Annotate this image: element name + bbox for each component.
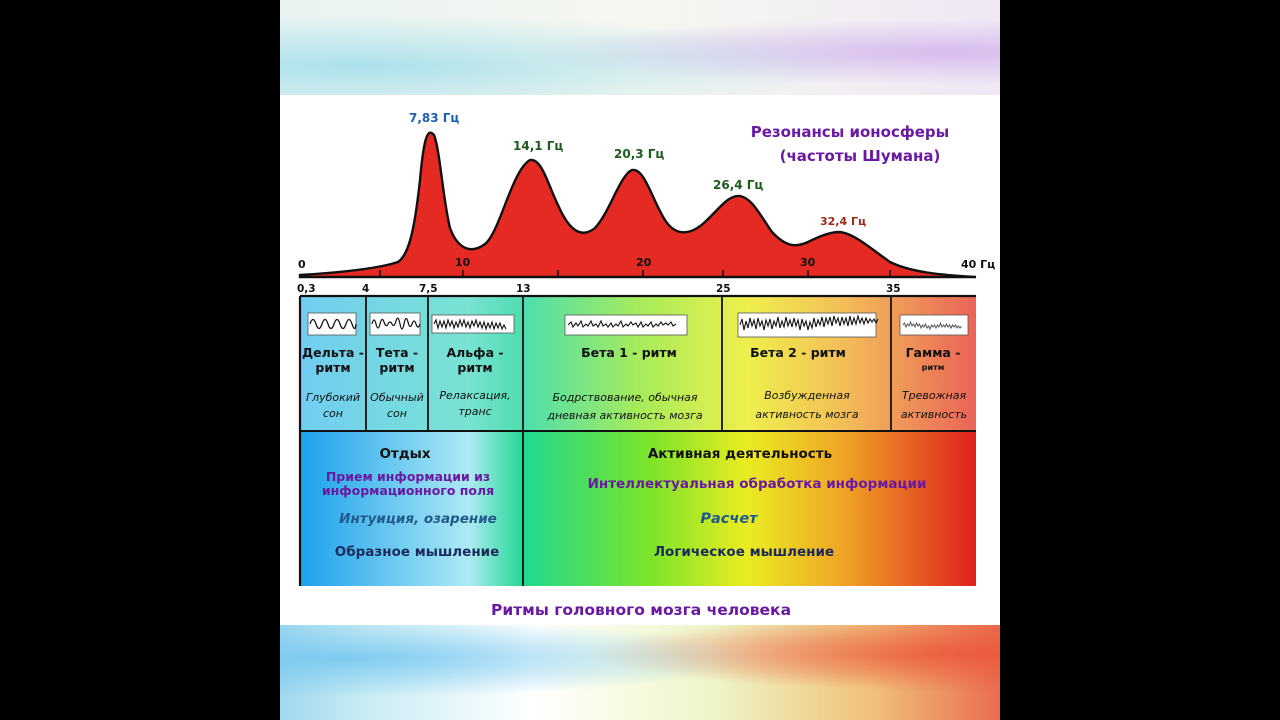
active-thinking: Логическое мышление bbox=[654, 544, 834, 560]
peak-label-14-1: 14,1 Гц bbox=[513, 139, 563, 153]
delta-state-line1: Глубокий bbox=[306, 391, 360, 404]
theta-name-line2: ритм bbox=[379, 360, 414, 375]
brain-rhythm-diagram: 0 10 20 30 40 Гц 7,83 Гц 14,1 Гц 20,3 Гц… bbox=[280, 95, 1000, 625]
schumann-title-line1: Резонансы ионосферы bbox=[751, 123, 949, 141]
gamma-state-line2: активность bbox=[901, 408, 967, 421]
rest-section: Отдых Прием информации из информационног… bbox=[322, 446, 499, 560]
alpha-wave-icon bbox=[433, 318, 507, 331]
beta1-name: Бета 1 - ритм bbox=[581, 345, 677, 360]
alpha-name-line2: ритм bbox=[457, 360, 492, 375]
top-tick-10: 10 bbox=[455, 256, 471, 269]
blurred-background-bottom bbox=[280, 625, 1000, 720]
delta-name-line2: ритм bbox=[315, 360, 350, 375]
rhythm-states: Глубокий сон Обычный сон Релаксация, тра… bbox=[306, 389, 967, 422]
rest-thinking: Образное мышление bbox=[335, 544, 500, 560]
peak-label-20-3: 20,3 Гц bbox=[614, 147, 664, 161]
delta-wave-box bbox=[307, 312, 357, 336]
blurred-background-top bbox=[280, 0, 1000, 95]
active-processing: Интеллектуальная обработка информации bbox=[588, 476, 927, 492]
beta1-state-line2: дневная активность мозга bbox=[546, 409, 703, 422]
delta-wave-icon bbox=[309, 318, 357, 330]
top-tick-20: 20 bbox=[636, 256, 652, 269]
delta-state-line2: сон bbox=[323, 407, 343, 420]
peak-label-26-4: 26,4 Гц bbox=[713, 178, 763, 192]
rest-info-line2: информационного поля bbox=[322, 483, 494, 498]
delta-name-line1: Дельта - bbox=[302, 345, 364, 360]
gamma-state-line1: Тревожная bbox=[902, 389, 967, 402]
rest-info-line1: Прием информации из bbox=[326, 469, 490, 484]
rest-intuition: Интуиция, озарение bbox=[339, 511, 497, 527]
gamma-name-line2: ритм bbox=[922, 363, 945, 372]
beta1-wave-icon bbox=[567, 319, 677, 329]
beta1-wave-box bbox=[564, 314, 688, 336]
rhythm-names: Дельта - ритм Тета - ритм Альфа - ритм Б… bbox=[302, 345, 960, 375]
theta-wave-icon bbox=[371, 317, 421, 330]
beta2-wave-icon bbox=[739, 313, 879, 331]
image-stage: 0 10 20 30 40 Гц 7,83 Гц 14,1 Гц 20,3 Гц… bbox=[280, 0, 1000, 720]
beta2-name: Бета 2 - ритм bbox=[750, 345, 846, 360]
alpha-name-line1: Альфа - bbox=[446, 345, 503, 360]
active-section: Активная деятельность Интеллектуальная о… bbox=[588, 446, 927, 560]
theta-name-line1: Тета - bbox=[376, 345, 418, 360]
wave-samples bbox=[307, 312, 969, 338]
alpha-state-line1: Релаксация, bbox=[439, 389, 510, 402]
alpha-state-line2: транс bbox=[458, 405, 491, 418]
diagram-footer-title: Ритмы головного мозга человека bbox=[491, 601, 791, 619]
bottom-tick-0-3: 0,3 bbox=[297, 283, 316, 295]
rhythm-column-dividers bbox=[365, 296, 892, 586]
bottom-tick-7-5: 7,5 bbox=[419, 283, 438, 295]
peak-label-7-83: 7,83 Гц bbox=[409, 111, 459, 125]
bottom-tick-35: 35 bbox=[886, 283, 901, 295]
gamma-wave-icon bbox=[902, 320, 962, 331]
active-heading: Активная деятельность bbox=[648, 446, 832, 462]
schumann-title-line2: (частоты Шумана) bbox=[780, 147, 941, 165]
peak-label-32-4: 32,4 Гц bbox=[820, 215, 866, 228]
beta2-state-line1: Возбужденная bbox=[764, 389, 850, 402]
beta1-state-line1: Бодрствование, обычная bbox=[552, 391, 697, 404]
schumann-spectrum-curve bbox=[298, 131, 977, 279]
theta-state-line1: Обычный bbox=[370, 391, 424, 404]
active-calc: Расчет bbox=[700, 511, 759, 527]
bottom-tick-25: 25 bbox=[716, 283, 731, 295]
top-tick-30: 30 bbox=[800, 256, 816, 269]
top-tick-0: 0 bbox=[298, 258, 306, 271]
beta2-state-line2: активность мозга bbox=[755, 408, 858, 421]
gamma-name-line1: Гамма - bbox=[906, 345, 961, 360]
top-axis-tick-marks bbox=[379, 270, 891, 277]
rest-heading: Отдых bbox=[379, 446, 430, 462]
bottom-tick-4: 4 bbox=[362, 283, 369, 295]
theta-state-line2: сон bbox=[387, 407, 407, 420]
bottom-tick-13: 13 bbox=[516, 283, 531, 295]
top-tick-40: 40 Гц bbox=[961, 258, 995, 271]
